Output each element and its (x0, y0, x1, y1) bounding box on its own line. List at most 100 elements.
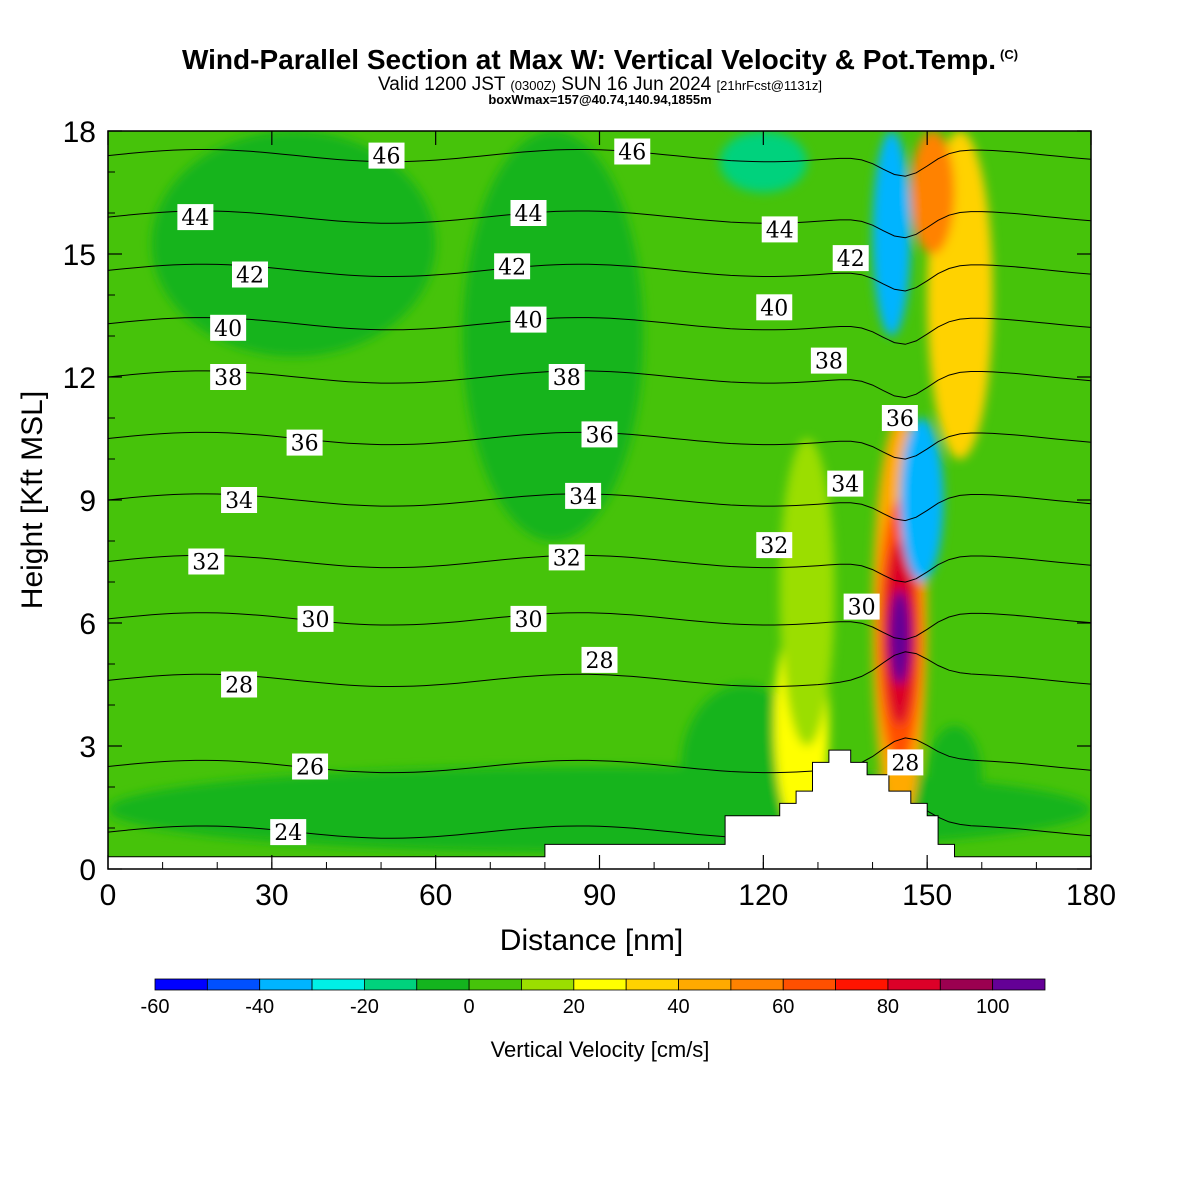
x-axis-label: Distance [nm] (500, 924, 683, 957)
contour-label-box (286, 429, 323, 456)
contour-label: 32 (192, 551, 220, 576)
contour-label-box (188, 548, 225, 575)
contour-label: 36 (886, 407, 914, 432)
colorbar-swatch (678, 978, 732, 991)
copyright-mark: (C) (1000, 46, 1019, 62)
velocity-field: 24 26 28 30 32 34 36 38 40 42 44 46 46 44 44 42 42 40 40 38… (108, 131, 1091, 869)
contour-label-box (510, 200, 547, 226)
colorbar-tick-label: -40 (245, 996, 274, 1018)
colorbar-swatch (573, 978, 627, 991)
contour-label: 40 (760, 296, 788, 321)
contour-label: 30 (515, 608, 543, 633)
contour-label: 42 (498, 255, 526, 280)
velocity-cell (779, 438, 835, 746)
contour-label: 38 (553, 366, 581, 391)
contour-label-box (221, 671, 258, 698)
isentrope-30 (108, 612, 1091, 641)
box-max-info: boxWmax=157@40.74,140.94,1855m (488, 92, 712, 107)
contour-label: 30 (302, 608, 330, 633)
contour-label: 34 (831, 473, 859, 498)
contour-label: 46 (618, 141, 646, 166)
contour-label-box (581, 646, 618, 673)
contour-label-box (761, 216, 798, 243)
contour-label-box (614, 138, 651, 165)
colorbar-swatch (625, 978, 679, 991)
colorbar-swatch (259, 978, 313, 991)
contour-label-box (756, 294, 793, 321)
colorbar-swatch (468, 978, 522, 991)
colorbar-swatch (782, 978, 836, 991)
contour-label: 32 (760, 534, 788, 559)
contour-label: 28 (891, 751, 919, 776)
isentrope-lines (108, 149, 1091, 839)
isentrope-46 (108, 149, 1091, 177)
y-tick-label: 12 (63, 362, 96, 395)
contour-label: 44 (515, 202, 543, 227)
colorbar-swatch (521, 978, 575, 991)
velocity-cell (888, 590, 911, 685)
contour-label: 28 (225, 674, 253, 699)
contour-label: 38 (214, 366, 242, 391)
colorbar-tick-label: 20 (563, 996, 585, 1018)
contour-label-box (843, 593, 880, 620)
contour-label: 46 (373, 145, 401, 170)
contour-label-box (210, 364, 247, 390)
isentrope-38 (108, 370, 1091, 399)
velocity-cell (899, 418, 944, 582)
colorbar-tick-label: -60 (141, 996, 170, 1018)
isentrope-26 (108, 737, 1091, 774)
contour-label: 30 (848, 596, 876, 621)
contour-label: 40 (214, 317, 242, 342)
contour-label-box (297, 605, 334, 632)
contour-label: 44 (181, 206, 209, 231)
contour-label: 32 (553, 546, 581, 571)
terrain (108, 749, 1091, 869)
x-tick-label: 150 (902, 879, 952, 912)
contour-label-box (221, 487, 258, 513)
contour-label: 28 (586, 649, 614, 674)
contour-label: 36 (291, 432, 319, 457)
colorbar-label: Vertical Velocity [cm/s] (491, 1037, 710, 1062)
velocity-cell (462, 131, 644, 541)
x-tick-label: 120 (738, 879, 788, 912)
colorbar-swatch (416, 978, 470, 991)
contour-label-box (494, 253, 531, 280)
velocity-cell (910, 131, 955, 254)
contour-label-box (881, 405, 918, 431)
chart-subtitle: Valid 1200 JST (0300Z) SUN 16 Jun 2024 [… (0, 74, 1200, 96)
forecast-info: [21hrFcst@1131z] (716, 78, 822, 93)
contour-label-box (510, 306, 547, 333)
isentrope-44 (108, 210, 1091, 239)
title-text: Wind-Parallel Section at Max W: Vertical… (181, 44, 996, 75)
contour-label: 34 (225, 489, 253, 514)
contour-label: 42 (236, 264, 264, 289)
contour-label-box (292, 753, 329, 780)
colorbar-swatch (939, 978, 994, 991)
x-tick-label: 90 (583, 879, 616, 912)
y-axis-label: Height [Kft MSL] (16, 391, 49, 609)
y-tick-label: 18 (63, 116, 96, 149)
contour-label-box (756, 532, 793, 559)
x-tick-label: 30 (255, 879, 288, 912)
colorbar-swatch (364, 978, 418, 991)
contour-label-box (832, 245, 869, 272)
contour-label-box (827, 470, 864, 497)
colorbar-tick-label: 60 (772, 996, 794, 1018)
valid-prefix: Valid 1200 JST (378, 74, 506, 95)
isentrope-40 (108, 317, 1091, 345)
colorbar-tick-label: 80 (877, 996, 899, 1018)
colorbar-tick-label: 40 (667, 996, 689, 1018)
y-tick-label: 6 (79, 608, 96, 641)
x-tick-label: 0 (100, 879, 117, 912)
contour-label-box (581, 421, 618, 448)
valid-date: SUN 16 Jun 2024 (561, 74, 712, 95)
isentrope-42 (108, 263, 1091, 292)
colorbar: -60 -40 -20 0 20 40 60 80 100 Vertical Velocity [… (141, 978, 1046, 1062)
y-tick-label: 15 (63, 239, 96, 272)
contour-label-box (887, 749, 924, 776)
x-tick-label: 180 (1066, 879, 1116, 912)
contour-label: 34 (569, 485, 597, 510)
colorbar-swatch (835, 978, 889, 991)
contour-label: 40 (515, 309, 543, 334)
